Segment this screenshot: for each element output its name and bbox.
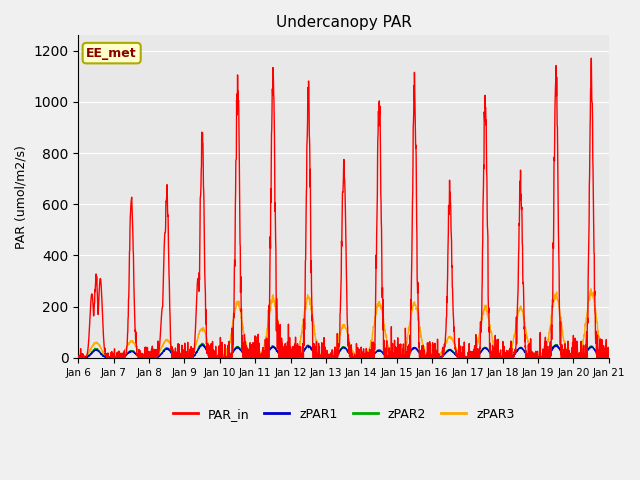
Text: EE_met: EE_met — [86, 47, 137, 60]
Y-axis label: PAR (umol/m2/s): PAR (umol/m2/s) — [15, 144, 28, 249]
Legend: PAR_in, zPAR1, zPAR2, zPAR3: PAR_in, zPAR1, zPAR2, zPAR3 — [168, 403, 520, 426]
Title: Undercanopy PAR: Undercanopy PAR — [276, 15, 412, 30]
